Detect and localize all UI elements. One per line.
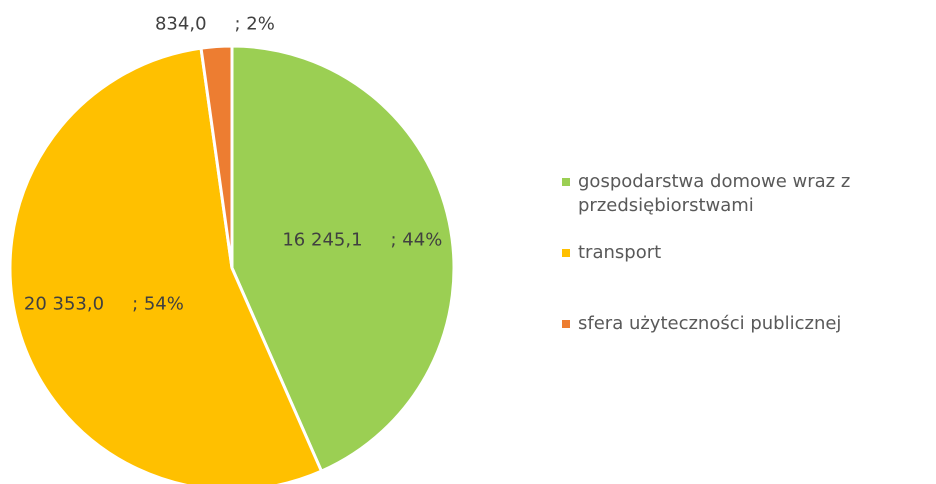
data-label: 16 245,1 ; 44% bbox=[282, 230, 442, 251]
data-label: 20 353,0 ; 54% bbox=[24, 293, 184, 314]
pie-slice bbox=[230, 44, 456, 474]
percent-label: ; 44% bbox=[391, 230, 443, 251]
legend-swatch bbox=[562, 178, 570, 186]
pie-slice bbox=[8, 46, 324, 484]
legend-label: transport bbox=[578, 242, 662, 263]
value-label: 16 245,1 bbox=[282, 230, 362, 251]
value-label: 20 353,0 bbox=[24, 293, 104, 314]
percent-label: ; 54% bbox=[132, 293, 184, 314]
legend-label: sfera użyteczności publicznej bbox=[578, 313, 842, 334]
legend-swatch bbox=[562, 249, 570, 257]
legend-entry: sfera użyteczności publicznej bbox=[562, 312, 928, 336]
value-label: 834,0 bbox=[155, 14, 207, 35]
legend-label: gospodarstwa domowe wraz z przedsiębiors… bbox=[578, 171, 851, 216]
data-label: 834,0 ; 2% bbox=[155, 14, 275, 35]
legend-entry: gospodarstwa domowe wraz z przedsiębiors… bbox=[562, 170, 928, 218]
percent-label: ; 2% bbox=[235, 14, 275, 35]
pie-slice bbox=[199, 44, 234, 269]
legend-swatch bbox=[562, 320, 570, 328]
legend-entry: transport bbox=[562, 241, 928, 265]
